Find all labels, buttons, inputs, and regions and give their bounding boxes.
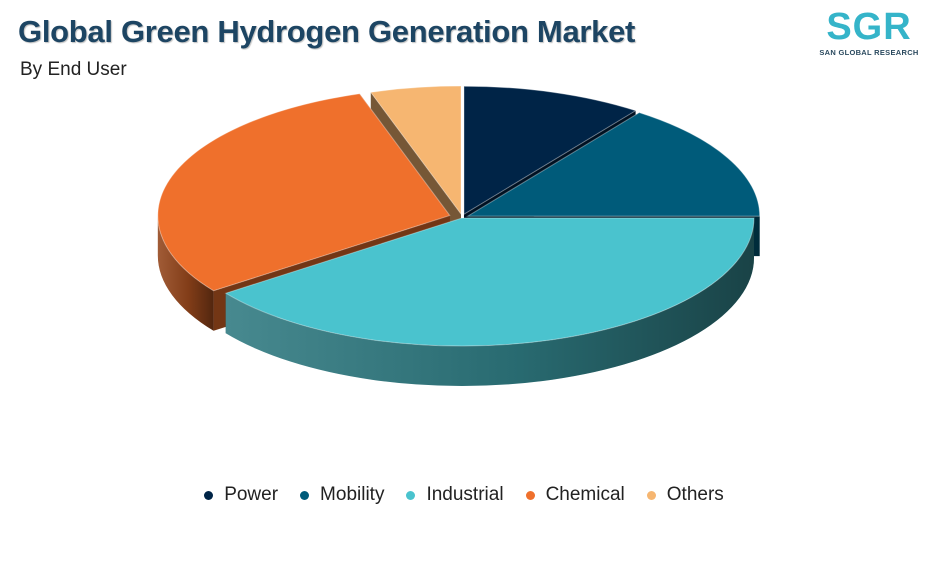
legend-marker-mobility [300, 490, 310, 500]
pie-slice-chemical [157, 93, 451, 292]
logo-tagline: SAN GLOBAL RESEARCH [819, 48, 919, 57]
pie-tops [157, 85, 761, 347]
legend-marker-industrial [406, 490, 416, 500]
sgr-logo: SGR SAN GLOBAL RESEARCH [818, 6, 920, 62]
legend-item-mobility: Mobility [300, 484, 384, 506]
legend-item-others: Others [646, 484, 724, 506]
pie-slice-side-shade-industrial-0 [225, 218, 755, 386]
legend-label-others: Others [666, 484, 724, 505]
pie-slice-side-shade-chemical-0 [157, 215, 214, 331]
legend-label-chemical: Chemical [545, 484, 625, 505]
chart-title: Global Green Hydrogen Generation Market [18, 14, 636, 49]
pie-slice-others [369, 85, 462, 216]
pie-slice-industrial [224, 217, 755, 347]
legend-label-industrial: Industrial [426, 484, 504, 505]
pie-slice-power [463, 85, 637, 216]
legend-marker-chemical [525, 490, 535, 500]
legend-marker-others [646, 490, 656, 500]
chart-subtitle: By End User [20, 59, 127, 80]
legend: Power Mobility Industrial Chemical Others [0, 484, 928, 506]
logo-text: SGR [826, 6, 912, 48]
legend-label-power: Power [224, 484, 279, 505]
pie-slice-mobility [465, 112, 761, 217]
legend-marker-power [204, 490, 214, 500]
legend-item-chemical: Chemical [525, 484, 625, 506]
legend-item-industrial: Industrial [406, 484, 504, 506]
legend-label-mobility: Mobility [320, 484, 385, 505]
legend-item-power: Power [204, 484, 278, 506]
